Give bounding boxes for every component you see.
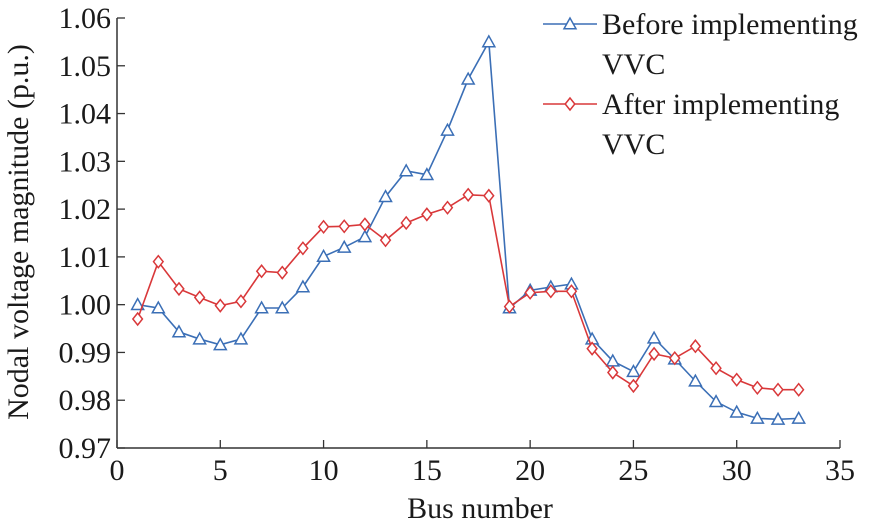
data-point <box>419 167 435 181</box>
y-tick-label: 1.02 <box>59 193 112 226</box>
data-point <box>627 378 640 394</box>
data-point <box>708 394 724 408</box>
legend-label: After implementing <box>602 88 839 121</box>
data-point <box>668 350 681 366</box>
data-point <box>710 361 722 376</box>
data-point <box>730 372 743 387</box>
data-point <box>274 300 290 314</box>
data-point <box>255 264 268 279</box>
data-point <box>586 341 598 356</box>
data-point <box>336 239 352 253</box>
data-point <box>689 339 702 354</box>
legend-marker <box>564 96 576 112</box>
data-point <box>462 187 474 202</box>
y-tick-label: 0.98 <box>59 384 112 417</box>
x-tick-label: 5 <box>213 454 228 487</box>
data-point <box>317 219 330 234</box>
legend-marker <box>562 16 578 30</box>
y-tick-label: 1.01 <box>59 241 112 274</box>
data-point <box>792 382 805 397</box>
data-point <box>400 215 412 231</box>
data-point <box>626 364 641 378</box>
y-tick-label: 1.03 <box>59 145 112 178</box>
y-tick-label: 0.99 <box>59 336 112 369</box>
axes: 0 5 10 15 20 25 30 35 0.97 0.98 0.99 1.00 1.01 1.02 1.… <box>59 2 856 487</box>
x-tick-label: 25 <box>618 454 648 487</box>
data-point <box>503 299 516 314</box>
data-point <box>171 324 187 338</box>
data-point <box>338 219 350 234</box>
y-tick-label: 0.97 <box>59 432 112 465</box>
data-point <box>565 284 578 299</box>
y-tick-label: 1.00 <box>59 289 112 322</box>
data-point <box>751 380 764 396</box>
y-axis-label: Nodal voltage magnitude (p.u.) <box>2 44 35 420</box>
data-point <box>440 122 455 136</box>
series-layer <box>130 34 806 425</box>
series-before-vvc <box>130 34 806 425</box>
data-point <box>460 71 476 85</box>
data-point <box>648 346 660 362</box>
legend-entry-after-vvc: After implementing VVC <box>543 88 839 161</box>
data-point <box>398 163 414 177</box>
y-tick-label: 1.05 <box>59 50 112 83</box>
y-tick-label: 1.04 <box>59 98 112 131</box>
data-point <box>276 265 289 280</box>
x-tick-label: 35 <box>825 454 855 487</box>
data-point <box>316 248 331 262</box>
x-tick-label: 10 <box>309 454 339 487</box>
data-point <box>688 373 703 387</box>
data-point <box>192 331 207 345</box>
legend-entry-before-vvc: Before implementing VVC <box>543 8 858 81</box>
data-point <box>297 241 309 256</box>
data-point <box>213 337 228 351</box>
data-point <box>295 279 311 293</box>
series-line <box>136 193 799 391</box>
data-point <box>254 300 269 314</box>
data-point <box>152 254 165 269</box>
data-point <box>233 331 249 345</box>
data-point <box>131 311 144 327</box>
data-point <box>359 217 371 232</box>
data-point <box>235 294 247 309</box>
data-point <box>214 298 227 313</box>
data-point <box>441 200 454 215</box>
legend-label: VVC <box>602 48 665 81</box>
data-point <box>545 284 557 299</box>
data-point <box>379 232 392 248</box>
data-point <box>378 189 393 203</box>
series-after-vvc <box>131 187 805 397</box>
x-tick-label: 30 <box>722 454 752 487</box>
data-point <box>193 290 206 305</box>
data-point <box>421 207 433 222</box>
x-tick-label: 0 <box>110 454 125 487</box>
data-point <box>130 297 145 311</box>
data-point <box>770 411 786 425</box>
data-point <box>729 404 744 418</box>
x-tick-label: 20 <box>515 454 545 487</box>
data-point <box>357 229 373 243</box>
data-point <box>173 281 185 297</box>
legend-label: VVC <box>602 128 665 161</box>
data-point <box>481 34 497 48</box>
legend-label: Before implementing <box>602 8 858 41</box>
data-point <box>646 330 662 344</box>
y-tick-label: 1.06 <box>59 2 112 35</box>
data-point <box>524 285 536 300</box>
data-point <box>151 300 166 314</box>
x-axis-label: Bus number <box>407 492 553 525</box>
data-point <box>791 410 806 424</box>
x-tick-label: 15 <box>412 454 442 487</box>
data-point <box>607 365 619 380</box>
data-point <box>772 382 784 397</box>
data-point <box>483 188 495 203</box>
data-point <box>750 410 765 424</box>
